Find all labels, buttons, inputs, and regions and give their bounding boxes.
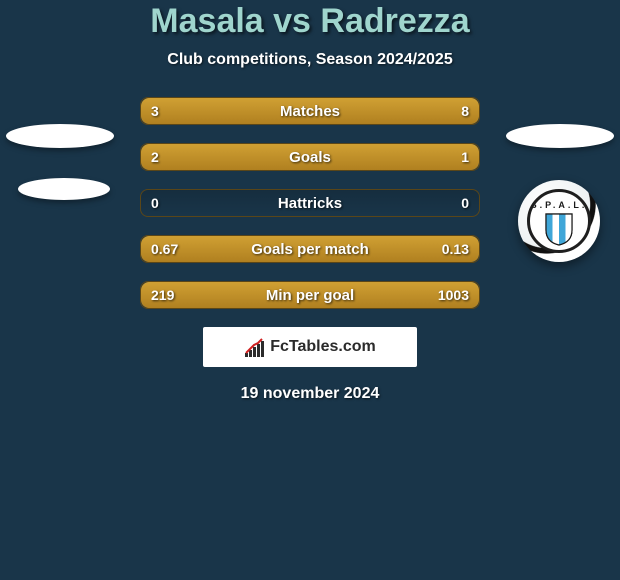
stat-row: 0.670.13Goals per match (140, 235, 480, 263)
stat-row: 00Hattricks (140, 189, 480, 217)
spal-badge-text: S.P.A.L. (531, 200, 588, 210)
subtitle: Club competitions, Season 2024/2025 (0, 51, 620, 69)
player2-flag-icon (506, 124, 614, 148)
left-player-badges (6, 124, 114, 200)
stat-row: 2191003Min per goal (140, 281, 480, 309)
stat-row: 21Goals (140, 143, 480, 171)
stat-label: Goals per match (141, 241, 479, 258)
watermark: FcTables.com (203, 327, 417, 367)
page-title: Masala vs Radrezza (0, 2, 620, 41)
right-player-badges (506, 124, 614, 148)
player1-flag-icon (6, 124, 114, 148)
stat-row: 38Matches (140, 97, 480, 125)
watermark-bars-icon (245, 339, 264, 357)
stats-list: 38Matches 21Goals 00Hattricks 0.670.13Goals… (140, 97, 480, 309)
stat-label: Goals (141, 149, 479, 166)
stat-label: Min per goal (141, 287, 479, 304)
player1-club-icon (18, 178, 110, 200)
date-text: 19 november 2024 (0, 385, 620, 403)
player2-club-badge: S.P.A.L. (518, 180, 600, 262)
stat-label: Matches (141, 103, 479, 120)
watermark-chart-icon (244, 337, 266, 357)
shield-icon (542, 212, 576, 246)
stat-label: Hattricks (141, 195, 479, 212)
spal-shield-stripes (546, 214, 572, 246)
watermark-text: FcTables.com (270, 338, 376, 356)
